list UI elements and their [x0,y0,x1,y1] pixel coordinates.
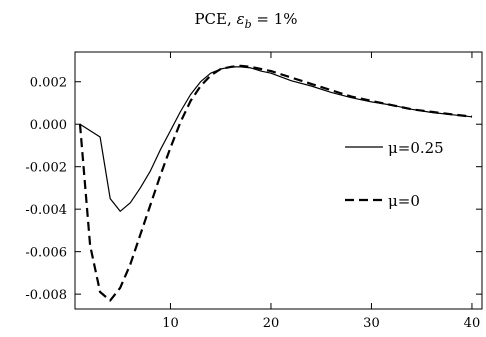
y-tick-label: -0.008 [25,288,67,303]
chart-title-symbol: ε [237,10,245,28]
legend-label: μ=0 [388,192,420,210]
y-tick-label: -0.002 [25,161,67,176]
chart-title-prefix: PCE, [194,10,236,28]
series-line-mu-0 [78,64,473,302]
x-tick-label: 40 [464,316,481,331]
y-tick-label: -0.004 [25,203,67,218]
x-tick-label: 10 [162,316,179,331]
series-group [78,64,473,302]
x-tick-label: 30 [363,316,380,331]
chart-title-suffix: = 1% [252,10,298,28]
x-tick-label: 20 [263,316,280,331]
plot-frame [74,51,483,310]
legend: μ=0.25 μ=0 [345,139,444,210]
chart-title-subscript: b [245,18,252,31]
legend-label: μ=0.25 [388,139,444,157]
chart-title: PCE, εb = 1% [194,10,297,31]
y-tick-label: 0.000 [30,118,67,133]
y-tick-label: -0.006 [25,246,67,261]
axis-ticks: 10 20 30 40 0.002 0.000 -0.002 -0.004 -0.006 -0.0… [25,52,482,331]
y-tick-label: 0.002 [30,76,67,91]
